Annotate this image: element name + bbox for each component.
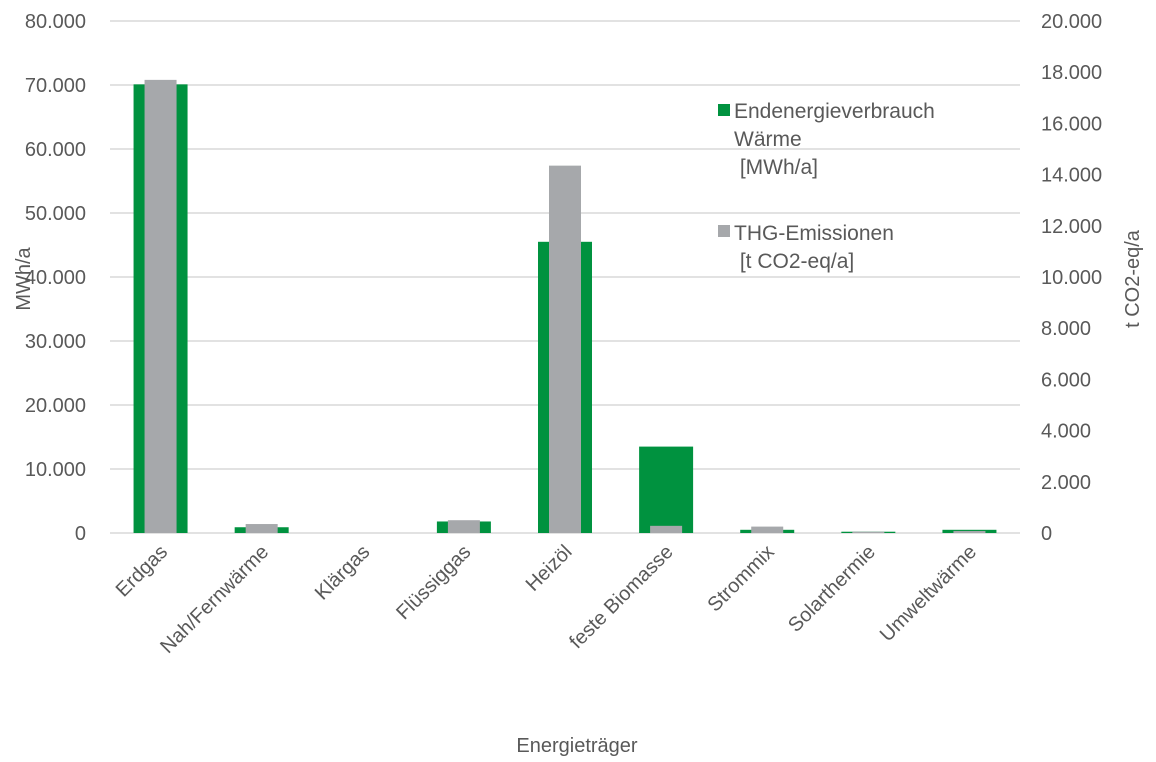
x-tick-label: feste Biomasse [565, 541, 677, 653]
y-left-tick-label: 50.000 [25, 203, 86, 225]
bar-emissions [953, 530, 986, 533]
bar-emissions [144, 79, 177, 533]
legend-label-energy: [MWh/a] [734, 156, 818, 179]
x-tick-label: Klärgas [311, 541, 375, 605]
bar-emissions [245, 524, 278, 533]
y-right-tick-label: 18.000 [1041, 62, 1102, 84]
x-axis-title: Energieträger [516, 735, 638, 757]
y-left-tick-label: 10.000 [25, 459, 86, 481]
legend: Endenergieverbrauch Wärme [MWh/a] THG-Emis… [718, 100, 935, 273]
y-right-tick-label: 2.000 [1041, 472, 1091, 494]
y-left-tick-label: 30.000 [25, 331, 86, 353]
y-left-tick-label: 0 [75, 523, 86, 545]
y-axis-right-title: t CO2-eq/a [1122, 229, 1144, 328]
legend-label-emissions: THG-Emissionen [734, 222, 894, 245]
y-left-tick-label: 80.000 [25, 11, 86, 33]
y-right-tick-label: 8.000 [1041, 318, 1091, 340]
right-axis-ticks: 0 2.000 4.000 6.000 8.000 10.000 12.000 14.000 1… [1041, 11, 1102, 545]
y-right-tick-label: 0 [1041, 523, 1052, 545]
y-right-tick-label: 20.000 [1041, 11, 1102, 33]
bar-emissions [447, 520, 480, 533]
y-left-tick-label: 60.000 [25, 139, 86, 161]
legend-label-energy: Endenergieverbrauch [734, 100, 935, 123]
bar-emissions [852, 531, 885, 533]
left-axis-ticks: 0 10.000 20.000 30.000 40.000 50.000 60.000 70.… [25, 11, 86, 545]
legend-swatch-emissions [718, 225, 730, 237]
legend-label-energy: Wärme [734, 128, 802, 151]
bar-emissions [650, 525, 683, 533]
y-right-tick-label: 10.000 [1041, 267, 1102, 289]
bar-emissions [751, 526, 784, 533]
y-right-tick-label: 14.000 [1041, 165, 1102, 187]
legend-swatch-energy [718, 104, 730, 116]
bars [133, 79, 997, 534]
y-right-tick-label: 12.000 [1041, 216, 1102, 238]
y-left-tick-label: 20.000 [25, 395, 86, 417]
x-tick-label: Strommix [703, 541, 778, 616]
x-tick-label: Erdgas [112, 541, 172, 601]
y-axis-left-title: MWh/a [13, 246, 35, 310]
y-right-tick-label: 4.000 [1041, 421, 1091, 443]
x-tick-label: Umweltwärme [876, 541, 981, 646]
y-right-tick-label: 6.000 [1041, 369, 1091, 391]
bar-emissions [549, 165, 581, 533]
y-left-tick-label: 40.000 [25, 267, 86, 289]
x-tick-label: Solarthermie [784, 541, 880, 637]
bar-energy [639, 446, 694, 533]
legend-label-emissions: [t CO2-eq/a] [734, 250, 854, 273]
x-tick-label: Flüssiggas [392, 541, 475, 624]
y-left-tick-label: 70.000 [25, 75, 86, 97]
y-right-tick-label: 16.000 [1041, 113, 1102, 135]
x-tick-label: Nah/Fernwärme [156, 541, 273, 658]
x-tick-label: Heizöl [522, 541, 577, 596]
